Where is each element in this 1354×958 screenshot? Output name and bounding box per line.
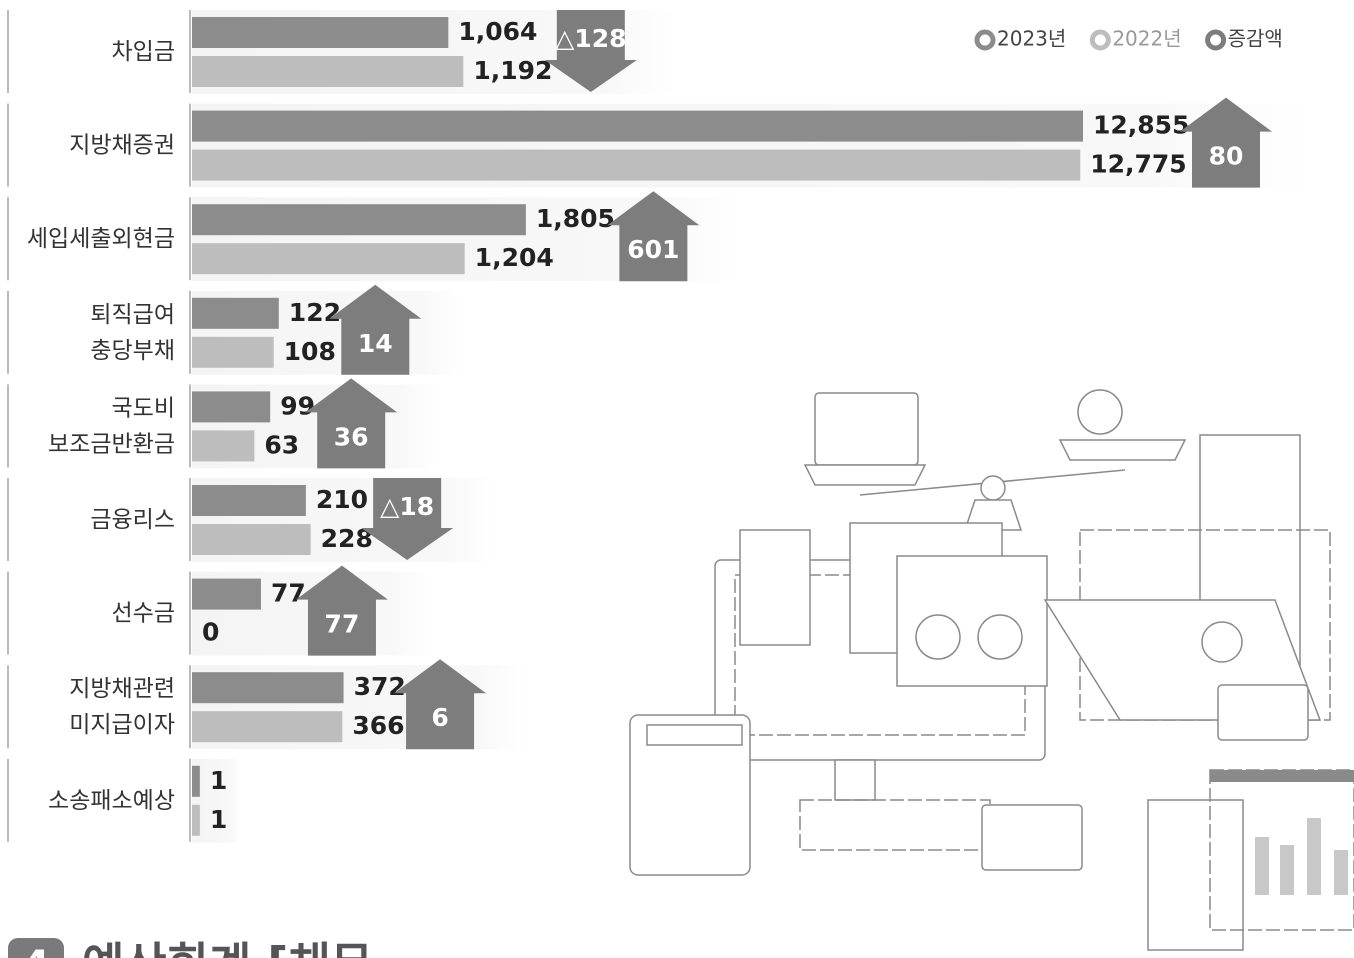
legend-label: 2023년	[997, 27, 1066, 51]
change-label: 14	[358, 329, 393, 358]
value-label: 63	[264, 430, 299, 459]
legend-marker	[1092, 32, 1108, 48]
bar	[192, 243, 465, 274]
change-label: 77	[325, 610, 360, 639]
category-label: 지방채증권	[69, 132, 175, 158]
row: 선수금 77 0 77	[112, 566, 428, 656]
bar	[192, 672, 344, 703]
value-label: 0	[202, 618, 219, 647]
row: 소송패소예상 1 1	[48, 759, 240, 843]
change-label: 601	[627, 235, 679, 264]
section-title: 예산회계 [채무	[82, 938, 373, 958]
section-number: 4	[22, 943, 50, 958]
bar	[192, 56, 463, 87]
category-label: 선수금	[112, 600, 175, 626]
bar	[192, 204, 526, 235]
bar	[192, 150, 1080, 181]
value-label: 12,775	[1090, 150, 1186, 179]
bar	[192, 524, 311, 555]
value-label: 210	[316, 485, 368, 514]
bar	[192, 17, 448, 48]
bar	[192, 430, 254, 461]
value-label: 1,805	[536, 204, 615, 233]
category-label: 세입세출외현금	[27, 226, 175, 252]
row: 지방채증권 12,855 12,775 80	[69, 98, 1312, 188]
bar	[192, 485, 306, 516]
category-label: 소송패소예상	[48, 787, 175, 813]
illustration	[630, 390, 1354, 950]
bar	[192, 579, 261, 610]
change-label: △128	[555, 24, 626, 53]
change-label: 6	[431, 703, 448, 732]
bar	[192, 337, 274, 368]
legend-label: 증감액	[1228, 27, 1283, 51]
value-label: 1	[210, 805, 227, 834]
row: 차입금 1,064 1,192△128	[112, 10, 677, 94]
bar	[192, 111, 1083, 142]
value-label: 99	[280, 391, 315, 420]
value-label: 12,855	[1093, 111, 1189, 140]
bar	[192, 805, 200, 836]
value-label: 1,204	[475, 243, 554, 272]
value-label: 1,064	[458, 17, 537, 46]
category-label: 차입금	[112, 39, 175, 65]
value-label: 366	[352, 711, 404, 740]
value-label: 108	[284, 337, 336, 366]
value-label: 372	[354, 672, 406, 701]
row: 세입세출외현금 1,805 1,204 601	[27, 191, 739, 281]
bar	[192, 298, 279, 329]
category-label: 금융리스	[90, 507, 175, 533]
value-label: 1,192	[473, 56, 552, 85]
change-label: 36	[334, 422, 369, 451]
bar	[192, 711, 342, 742]
value-label: 77	[271, 579, 306, 608]
legend-marker	[977, 32, 993, 48]
change-label: △18	[380, 492, 434, 521]
value-label: 122	[289, 298, 341, 327]
chart: 차입금 1,064 1,192△128 지방채증권 12,855 12,775 80 세입세출…	[0, 0, 1354, 958]
legend-marker	[1208, 32, 1224, 48]
bar	[192, 391, 270, 422]
legend-label: 2022년	[1112, 27, 1181, 51]
value-label: 1	[210, 766, 227, 795]
bar	[192, 766, 200, 797]
change-label: 80	[1209, 142, 1244, 171]
